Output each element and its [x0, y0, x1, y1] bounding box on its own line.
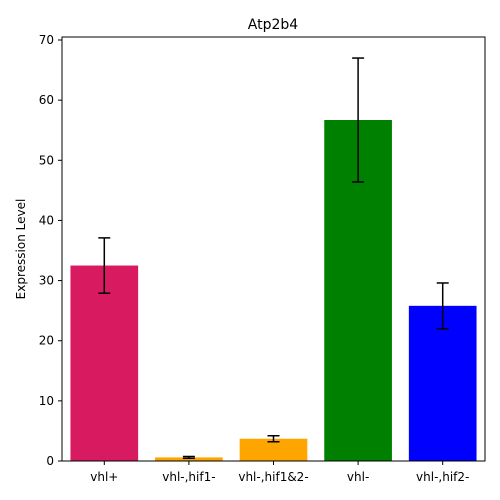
chart-title: Atp2b4 [248, 17, 299, 33]
x-tick-label: vhl+ [90, 470, 118, 484]
y-tick-label: 0 [46, 454, 54, 468]
plot-area: vhl+ vhl-,hif1- vhl-,hif1&2- vhl-vhl-,hif2-… [39, 33, 486, 484]
bar [155, 457, 223, 461]
x-tick-label: vhl- [347, 470, 369, 484]
bar [70, 265, 139, 461]
x-tick-label: vhl-,hif1- [162, 470, 215, 484]
y-axis-label: Expression Level [14, 199, 28, 300]
plot-frame [61, 36, 486, 462]
y-tick-label: 40 [39, 213, 54, 227]
x-tick-label: vhl-,hif1&2- [238, 470, 308, 484]
x-tick-label: vhl-,hif2- [416, 470, 469, 484]
y-tick-label: 70 [39, 33, 54, 47]
bar [239, 438, 308, 461]
y-tick-label: 10 [39, 394, 54, 408]
bar [408, 305, 477, 461]
y-tick-label: 60 [39, 93, 54, 107]
y-tick-label: 30 [39, 274, 54, 288]
y-tick-label: 50 [39, 153, 54, 167]
y-tick-label: 20 [39, 334, 54, 348]
